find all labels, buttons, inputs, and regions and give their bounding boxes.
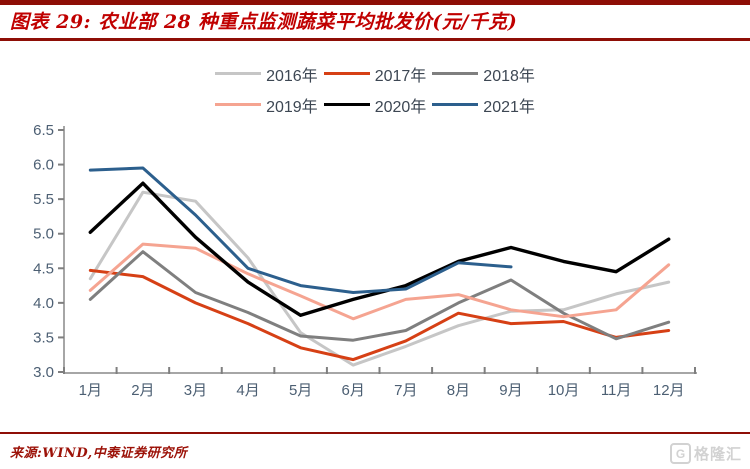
x-axis-label: 5月 bbox=[289, 382, 312, 399]
chart-title: 图表 29: 农业部 28 种重点监测蔬菜平均批发价(元/千克) bbox=[10, 7, 740, 37]
y-axis-label: 4.0 bbox=[33, 295, 54, 312]
legend-label: 2017年 bbox=[374, 67, 427, 85]
series-line-2017 bbox=[88, 268, 671, 362]
gelonghui-logo-icon: G bbox=[669, 443, 691, 464]
y-axis-label: 6.0 bbox=[33, 157, 54, 174]
series-line-2021 bbox=[88, 166, 513, 294]
title-underline-rule bbox=[0, 38, 750, 41]
legend-item-2020: 2020年 bbox=[323, 93, 427, 117]
x-axis-label: 3月 bbox=[184, 382, 207, 399]
chart-title-text: 农业部 28 种重点监测蔬菜平均批发价(元/千克) bbox=[98, 11, 518, 33]
x-axis-label: 10月 bbox=[548, 382, 580, 399]
gelonghui-logo: G 格隆汇 bbox=[669, 443, 742, 464]
legend-item-2019: 2019年 bbox=[215, 93, 318, 117]
x-axis-label: 11月 bbox=[601, 382, 632, 399]
legend-row: 2019年 2020年 2021年 bbox=[0, 89, 750, 120]
series-line-2019 bbox=[88, 242, 671, 321]
y-axis-label: 4.5 bbox=[33, 260, 54, 277]
y-axis-label: 5.5 bbox=[33, 191, 54, 208]
legend-label: 2016年 bbox=[266, 67, 318, 85]
legend-swatch bbox=[323, 72, 370, 75]
y-axis-label: 3.0 bbox=[33, 364, 54, 381]
x-axis-label: 2月 bbox=[131, 382, 154, 399]
series-line-2020 bbox=[88, 181, 671, 317]
chart-legend: 2016年 2017年 2018年 2019年 2020年 2021年 bbox=[0, 58, 750, 120]
legend-swatch bbox=[215, 72, 262, 75]
legend-swatch bbox=[432, 72, 479, 75]
legend-label: 2019年 bbox=[266, 98, 318, 116]
series-line-2018 bbox=[88, 250, 671, 342]
legend-label: 2021年 bbox=[483, 98, 535, 116]
source-note: 来源:WIND,中泰证券研究所 bbox=[10, 446, 188, 461]
x-axis-label: 8月 bbox=[447, 382, 470, 399]
legend-item-2021: 2021年 bbox=[432, 93, 535, 117]
legend-swatch bbox=[432, 103, 479, 106]
series-line-2016 bbox=[88, 190, 671, 367]
legend-item-2018: 2018年 bbox=[432, 62, 535, 86]
legend-swatch bbox=[215, 103, 262, 106]
x-axis-label: 12月 bbox=[653, 382, 685, 399]
x-axis-label: 4月 bbox=[236, 382, 259, 399]
legend-label: 2020年 bbox=[374, 98, 427, 116]
legend-item-2017: 2017年 bbox=[323, 62, 427, 86]
y-axis-label: 5.0 bbox=[33, 226, 54, 243]
top-border-rule bbox=[0, 0, 750, 5]
chart-title-prefix: 图表 29: bbox=[10, 11, 92, 33]
bottom-border-rule bbox=[0, 432, 750, 434]
x-axis-label: 7月 bbox=[394, 382, 417, 399]
x-axis-label: 1月 bbox=[79, 382, 102, 399]
gelonghui-logo-text: 格隆汇 bbox=[693, 446, 742, 463]
legend-label: 2018年 bbox=[483, 67, 535, 85]
legend-swatch bbox=[323, 103, 370, 106]
x-axis-label: 6月 bbox=[342, 382, 365, 399]
y-axis-label: 3.5 bbox=[33, 329, 54, 346]
y-axis-label: 6.5 bbox=[33, 122, 54, 139]
legend-item-2016: 2016年 bbox=[215, 62, 318, 86]
chart-svg: 3.0 3.5 4.0 4.5 5.0 5.5 6.0 6.5 1月 2月 3月 4月 5月 6月 7月 8月… bbox=[33, 122, 697, 399]
x-axis-label: 9月 bbox=[499, 382, 522, 399]
legend-row: 2016年 2017年 2018年 bbox=[0, 58, 750, 89]
